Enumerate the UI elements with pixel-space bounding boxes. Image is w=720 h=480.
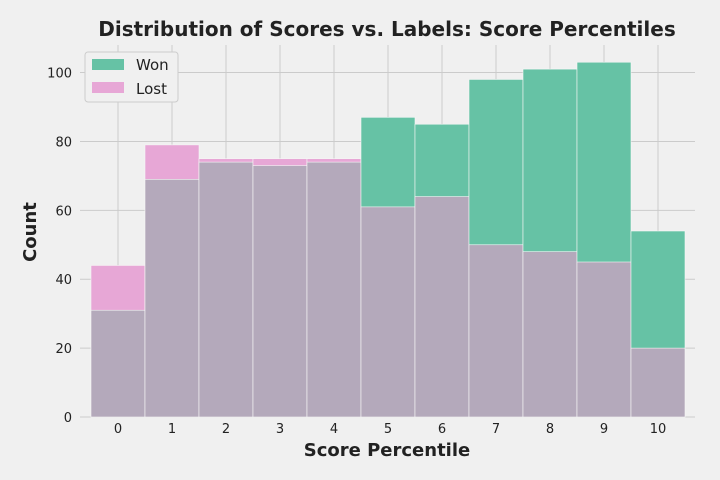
- bar-lost: [630, 347, 686, 418]
- x-tick-label: 8: [546, 422, 554, 437]
- bar-won: [144, 179, 200, 418]
- x-tick-label: 5: [384, 422, 392, 437]
- x-tick-label: 3: [276, 422, 284, 437]
- bar-lost: [576, 261, 632, 418]
- bar-lost: [360, 206, 416, 418]
- y-tick-label: 0: [64, 411, 72, 426]
- x-axis-label: Score Percentile: [304, 440, 470, 461]
- bar-won: [306, 161, 362, 418]
- legend-label-lost: Lost: [136, 80, 167, 98]
- bar-lost: [468, 244, 524, 418]
- bar-lost: [522, 251, 578, 418]
- legend-label-won: Won: [136, 56, 169, 74]
- tick-labels: 0 20 40 60 80 100 0 1 2 3 4 5 6 7 8 9 10: [47, 67, 666, 437]
- x-tick-label: 9: [600, 422, 608, 437]
- legend: Won Lost: [84, 51, 179, 103]
- y-tick-label: 20: [55, 342, 72, 357]
- y-tick-label: 60: [55, 204, 72, 219]
- chart-title: Distribution of Scores vs. Labels: Score…: [98, 17, 675, 41]
- y-tick-label: 80: [55, 135, 72, 150]
- x-tick-label: 6: [438, 422, 446, 437]
- legend-swatch-won: [92, 59, 124, 70]
- bars: [90, 61, 686, 418]
- bar-lost: [414, 196, 470, 418]
- bar-won: [252, 165, 308, 418]
- x-tick-label: 10: [650, 422, 667, 437]
- x-tick-label: 0: [114, 422, 122, 437]
- x-tick-label: 7: [492, 422, 500, 437]
- x-tick-label: 4: [330, 422, 338, 437]
- legend-swatch-lost: [92, 82, 124, 93]
- x-tick-label: 2: [222, 422, 230, 437]
- y-tick-label: 100: [47, 67, 72, 82]
- y-axis-label: Count: [20, 202, 41, 262]
- bar-won: [90, 309, 146, 418]
- x-tick-label: 1: [168, 422, 176, 437]
- y-tick-label: 40: [55, 273, 72, 288]
- bar-won: [198, 161, 254, 418]
